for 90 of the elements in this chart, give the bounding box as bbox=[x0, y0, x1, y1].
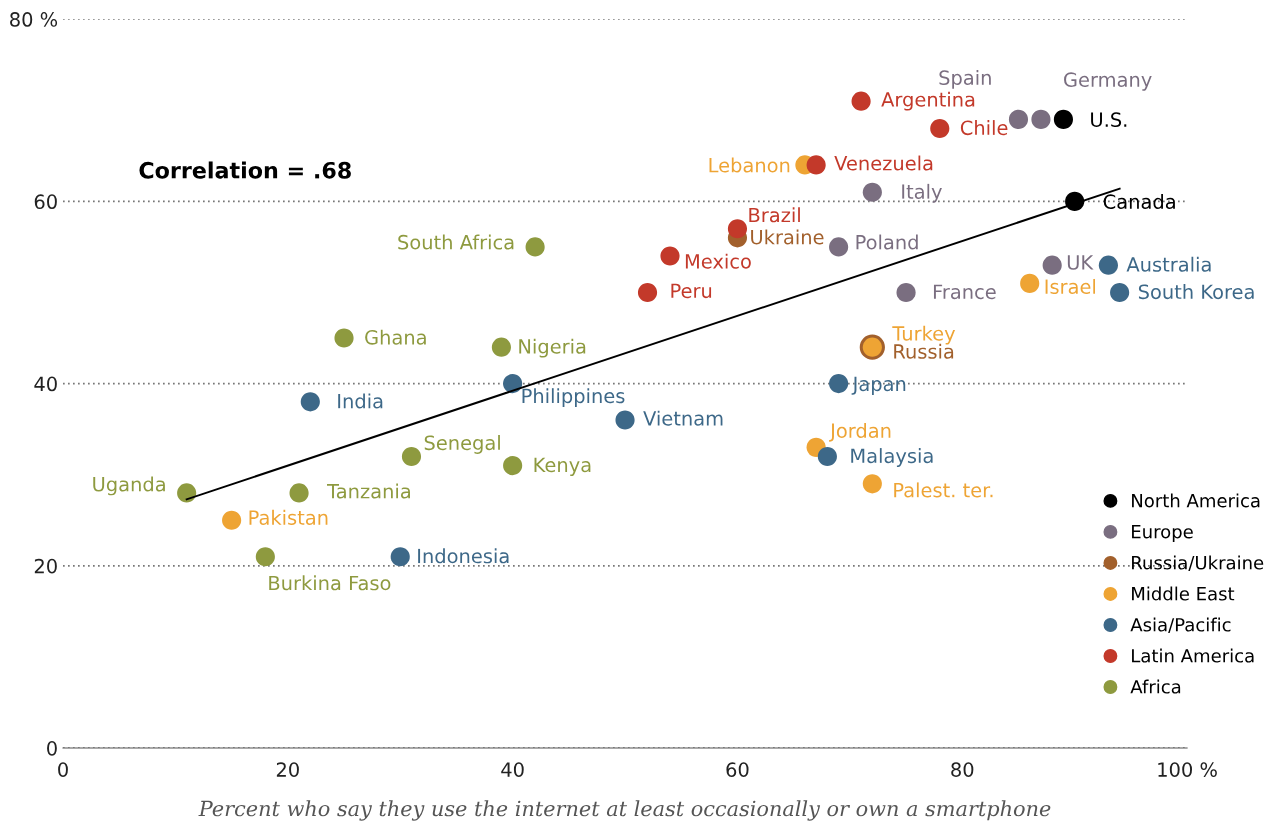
legend-label: Russia/Ukraine bbox=[1132, 555, 1264, 571]
annotation: Jordan bbox=[829, 422, 891, 442]
point bbox=[727, 219, 748, 239]
x-axis-title: Percent who say they use the internet at least occasionally or own a smartphone bbox=[198, 800, 1051, 821]
point bbox=[390, 547, 410, 567]
annotation: Canada bbox=[1103, 193, 1175, 210]
point bbox=[1098, 255, 1118, 275]
annotation: South Korea bbox=[1138, 284, 1254, 300]
annotation: Japan bbox=[851, 376, 906, 396]
annotation: Venezuela bbox=[834, 155, 933, 171]
point bbox=[177, 483, 197, 503]
annotation: Malaysia bbox=[851, 448, 933, 467]
annotation: Senegal bbox=[424, 435, 500, 454]
point bbox=[637, 282, 658, 303]
annotation: Mexico bbox=[685, 253, 751, 269]
legend-label: Europe bbox=[1132, 525, 1193, 542]
annotation: South Africa bbox=[398, 234, 514, 250]
x-tick-label: 40 bbox=[501, 762, 524, 777]
point bbox=[615, 410, 635, 430]
annotation: France bbox=[933, 284, 996, 300]
annotation: Argentina bbox=[881, 91, 975, 111]
annotation: Uganda bbox=[93, 476, 165, 496]
annotation: Peru bbox=[671, 283, 712, 299]
point bbox=[1110, 282, 1130, 303]
point bbox=[829, 374, 849, 394]
annotation: Italy bbox=[902, 183, 942, 203]
point bbox=[300, 392, 320, 412]
annotation: Ghana bbox=[365, 329, 426, 345]
annotation: Russia bbox=[894, 343, 954, 359]
point bbox=[806, 155, 826, 175]
point bbox=[851, 91, 871, 111]
point bbox=[829, 237, 849, 257]
x-tick-label: 0 bbox=[58, 762, 68, 777]
legend-label: Africa bbox=[1130, 679, 1181, 694]
y-tick-label: 40 bbox=[34, 376, 57, 392]
annotation: UK bbox=[1067, 255, 1094, 270]
legend-label: North America bbox=[1132, 493, 1260, 508]
annotation: Pakistan bbox=[249, 509, 328, 525]
y-tick-label: 60 bbox=[34, 194, 57, 210]
point bbox=[1008, 109, 1029, 129]
annotation: Poland bbox=[856, 234, 918, 250]
point bbox=[289, 483, 309, 503]
annotation: Turkey bbox=[892, 325, 956, 345]
annotation: Indonesia bbox=[418, 548, 509, 564]
annotation: Australia bbox=[1126, 256, 1211, 272]
x-tick-label: 20 bbox=[276, 762, 299, 777]
point bbox=[1053, 109, 1073, 129]
point bbox=[862, 182, 882, 202]
point bbox=[930, 118, 950, 139]
annotation: Philippines bbox=[522, 388, 625, 408]
annotation: Correlation = .68 bbox=[139, 161, 351, 179]
point bbox=[896, 282, 916, 303]
annotation: Kenya bbox=[534, 457, 591, 476]
annotation: Spain bbox=[939, 69, 991, 89]
x-tick-label: 60 bbox=[726, 762, 749, 777]
annotation: Brazil bbox=[749, 207, 800, 223]
point bbox=[1031, 109, 1051, 129]
annotation: Vietnam bbox=[643, 410, 723, 426]
annotation: Chile bbox=[960, 120, 1008, 136]
point bbox=[1020, 273, 1040, 293]
point bbox=[334, 328, 354, 348]
annotation: Palest. ter. bbox=[894, 482, 993, 498]
point bbox=[660, 246, 680, 266]
point bbox=[503, 374, 523, 394]
annotation: Ukraine bbox=[751, 229, 824, 245]
legend-label: Asia/Pacific bbox=[1130, 617, 1231, 633]
annotation: Burkina Faso bbox=[269, 575, 391, 591]
annotation: Tanzania bbox=[327, 483, 410, 499]
annotation: Israel bbox=[1045, 278, 1096, 295]
annotation: Nigeria bbox=[519, 338, 586, 358]
point bbox=[222, 510, 242, 530]
point bbox=[255, 547, 275, 567]
y-tick-label: 20 bbox=[34, 558, 57, 574]
annotation: Lebanon bbox=[709, 157, 790, 173]
annotation: Germany bbox=[1064, 72, 1152, 91]
y-tick-label: 80 % bbox=[10, 12, 58, 27]
point bbox=[525, 237, 545, 257]
legend-label: Latin America bbox=[1132, 648, 1254, 663]
annotation: India bbox=[338, 393, 383, 409]
y-tick-label: 0 bbox=[47, 740, 57, 756]
x-tick-label: 80 bbox=[951, 762, 974, 777]
point bbox=[491, 337, 511, 357]
point bbox=[401, 446, 422, 467]
legend-label: Middle East bbox=[1132, 586, 1235, 601]
point bbox=[817, 446, 837, 467]
point bbox=[862, 474, 882, 494]
point bbox=[1042, 255, 1062, 275]
x-tick-label: 100 % bbox=[1158, 762, 1217, 777]
point bbox=[503, 456, 523, 476]
annotation: U.S. bbox=[1091, 112, 1127, 128]
